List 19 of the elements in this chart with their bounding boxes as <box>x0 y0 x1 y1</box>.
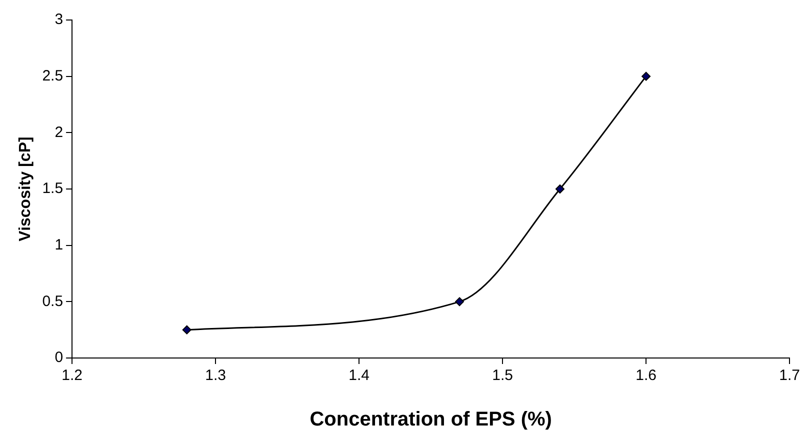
y-tick-label: 0 <box>54 349 64 366</box>
y-tick-label: 2.5 <box>42 67 64 84</box>
x-axis-title: Concentration of EPS (%) <box>310 408 552 431</box>
y-tick-label: 1 <box>54 236 64 254</box>
point <box>642 72 651 81</box>
x-tick-label: 1.5 <box>492 367 513 384</box>
point <box>455 297 464 306</box>
x-tick-label: 1.2 <box>62 367 82 384</box>
y-tick-label: 2 <box>54 124 64 141</box>
y-tick-label: 3 <box>54 11 64 28</box>
x-tick-label: 1.7 <box>779 367 800 384</box>
x-tick-label: 1.6 <box>636 367 656 384</box>
x-tick-label: 1.4 <box>348 367 370 384</box>
y-tick-label: 1.5 <box>42 180 64 198</box>
y-tick-label: 0.5 <box>42 292 64 310</box>
y-axis-title: Viscosity [cP] <box>17 136 34 242</box>
point <box>555 184 564 194</box>
x-tick-label: 1.3 <box>205 367 226 384</box>
point <box>182 325 192 334</box>
